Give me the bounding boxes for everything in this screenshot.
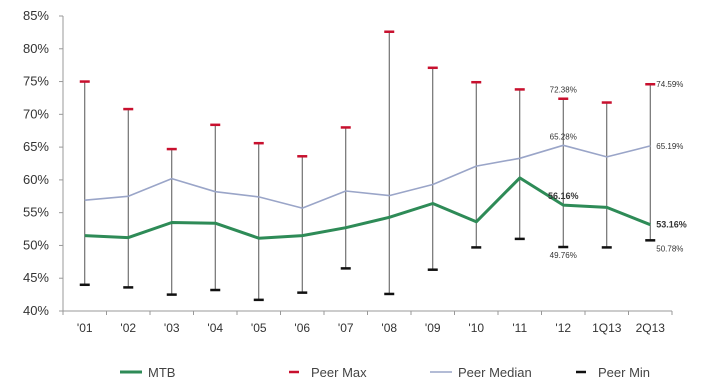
data-labels: 72.38% 65.28% 56.16% 49.76% 74.59% 65.19% 53.1… <box>548 80 687 260</box>
x-axis-ticks: '01 '02 '03 '04 '05 '06 '07 '08 '09 '10 '11 '12 1Q13… <box>62 311 673 335</box>
x-tick-label: '03 <box>164 321 180 335</box>
y-tick-label: 65% <box>23 139 49 154</box>
x-tick-label: '12 <box>555 321 571 335</box>
x-tick-label: '11 <box>512 321 527 335</box>
legend: MTB Peer Max Peer Median Peer Min <box>120 365 650 380</box>
peer-median-line <box>84 144 651 209</box>
data-label: 65.28% <box>550 132 577 141</box>
x-tick-label: '02 <box>120 321 136 335</box>
y-tick-label: 70% <box>23 106 49 121</box>
y-tick-label: 60% <box>23 172 49 187</box>
chart-axes <box>62 16 672 312</box>
legend-label: Peer Median <box>458 365 532 380</box>
x-tick-label: '06 <box>294 321 310 335</box>
x-tick-label: '10 <box>468 321 484 335</box>
x-tick-label: '01 <box>77 321 93 335</box>
legend-item: Peer Median <box>430 365 532 380</box>
legend-item: Peer Max <box>289 365 367 380</box>
data-label: 53.16% <box>656 220 687 230</box>
y-axis-ticks: 40% 45% 50% 55% 60% 65% 70% 75% 80% 85% <box>23 8 63 318</box>
data-label: 56.16% <box>548 191 579 201</box>
data-label: 65.19% <box>656 142 683 151</box>
legend-label: Peer Min <box>598 365 650 380</box>
x-tick-label: '05 <box>251 321 267 335</box>
x-tick-label: '08 <box>381 321 397 335</box>
data-label: 50.78% <box>656 244 683 253</box>
data-label: 72.38% <box>550 86 577 95</box>
x-tick-label: '04 <box>207 321 223 335</box>
y-tick-label: 75% <box>23 74 49 89</box>
legend-label: Peer Max <box>311 365 367 380</box>
legend-label: MTB <box>148 365 175 380</box>
legend-item: Peer Min <box>576 365 650 380</box>
data-label: 74.59% <box>656 80 683 89</box>
y-tick-label: 45% <box>23 270 49 285</box>
data-label: 49.76% <box>550 251 577 260</box>
mtb-line <box>84 176 651 240</box>
y-tick-label: 40% <box>23 303 49 318</box>
legend-item: MTB <box>120 365 175 380</box>
series-lines <box>84 144 651 240</box>
y-tick-label: 80% <box>23 41 49 56</box>
x-tick-label: 1Q13 <box>592 321 622 335</box>
x-tick-label: 2Q13 <box>636 321 666 335</box>
y-tick-label: 85% <box>23 8 49 23</box>
x-tick-label: '07 <box>338 321 354 335</box>
x-tick-label: '09 <box>425 321 441 335</box>
y-tick-label: 50% <box>23 237 49 252</box>
y-tick-label: 55% <box>23 205 49 220</box>
